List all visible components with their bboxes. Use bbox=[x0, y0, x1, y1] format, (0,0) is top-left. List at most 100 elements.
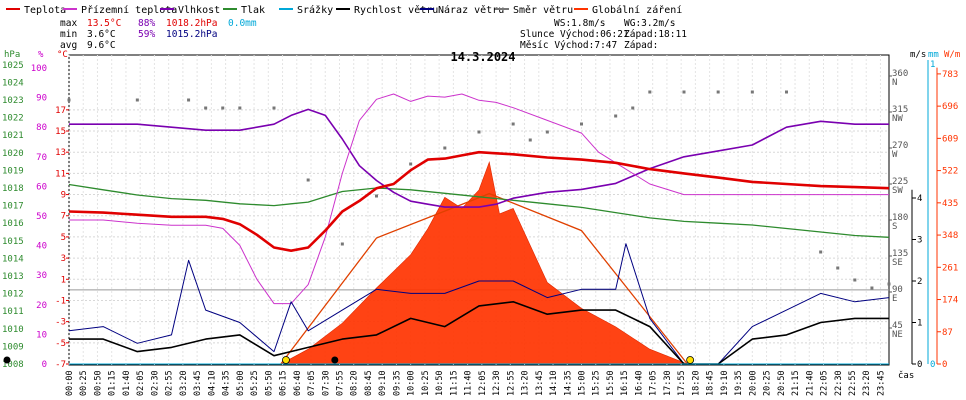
stat-max-press: 1018.2hPa bbox=[166, 18, 217, 29]
tick-label-time: 13:20 bbox=[521, 370, 531, 396]
tick-label-hpa: 1018 bbox=[2, 184, 24, 194]
tick-label-c: 9 bbox=[61, 191, 66, 201]
tick-label-time: 11:15 bbox=[449, 370, 459, 396]
sunset-marker bbox=[686, 356, 695, 364]
tick-label-wm: 0 bbox=[942, 360, 947, 370]
tick-label-wm: 87 bbox=[942, 328, 953, 338]
tick-label-dirname: NW bbox=[892, 114, 903, 124]
tick-label-time: 09:10 bbox=[378, 370, 388, 396]
tick-label-hpa: 1017 bbox=[2, 202, 24, 212]
tick-label-pct: 80 bbox=[36, 123, 47, 133]
tick-label-c: -1 bbox=[55, 296, 66, 306]
tick-label-time: 04:10 bbox=[207, 370, 217, 396]
tick-label-time: 14:35 bbox=[563, 370, 573, 396]
info-sun-set: Západ:18:11 bbox=[624, 29, 687, 40]
tick-label-dirname: E bbox=[892, 294, 897, 304]
tick-label-c: -7 bbox=[55, 360, 66, 370]
series-temperature bbox=[68, 150, 890, 252]
axis-unit-time: čas bbox=[898, 370, 914, 381]
tick-label-time: 00:25 bbox=[79, 370, 89, 396]
point-wind-direction bbox=[716, 90, 720, 94]
point-wind-direction bbox=[887, 282, 891, 286]
tick-label-deg: 315 bbox=[892, 105, 908, 115]
axis-unit-hpa: hPa bbox=[4, 50, 20, 60]
stats-block: max min avg 13.5°C 3.6°C 9.6°C 88% 59% 1… bbox=[60, 18, 257, 51]
tick-label-time: 23:20 bbox=[862, 370, 872, 396]
legend-label: Přízemní teplota bbox=[81, 4, 177, 16]
tick-label-c: 13 bbox=[55, 148, 66, 158]
tick-label-pct: 30 bbox=[36, 271, 47, 281]
axis-unit-c: °C bbox=[57, 50, 68, 60]
point-wind-direction bbox=[67, 98, 71, 102]
legend-item-5: Rychlost větru bbox=[336, 4, 438, 16]
tick-label-hpa: 1014 bbox=[2, 254, 24, 264]
tick-label-time: 22:05 bbox=[820, 370, 830, 396]
tick-label-time: 20:25 bbox=[763, 370, 773, 396]
tick-label-c: -5 bbox=[55, 339, 66, 349]
tick-label-deg: 180 bbox=[892, 213, 908, 223]
info-wg: WG:3.2m/s bbox=[624, 18, 675, 29]
axis-unit-pct: % bbox=[38, 50, 44, 60]
stat-max-rain: 0.0mm bbox=[228, 18, 257, 29]
legend-label: Směr větru bbox=[513, 4, 573, 16]
chart-marks bbox=[3, 90, 891, 365]
tick-label-time: 20:50 bbox=[777, 370, 787, 396]
tick-label-time: 10:00 bbox=[407, 370, 417, 396]
legend-label: Teplota bbox=[24, 5, 66, 16]
legend-item-0: Teplota bbox=[6, 5, 66, 16]
legend-label: Vlhkost bbox=[178, 5, 220, 16]
info-ws: WS:1.8m/s bbox=[554, 18, 605, 29]
tick-label-hpa: 1009 bbox=[2, 342, 24, 352]
tick-label-hpa: 1013 bbox=[2, 272, 24, 282]
stat-min-label: min bbox=[60, 29, 77, 40]
tick-label-time: 10:25 bbox=[421, 370, 431, 396]
tick-label-time: 03:20 bbox=[179, 370, 189, 396]
tick-label-dirname: N bbox=[892, 78, 897, 88]
tick-label-time: 19:35 bbox=[734, 370, 744, 396]
info-sun-rise: Slunce Východ:06:21 bbox=[520, 29, 629, 40]
tick-label-time: 07:05 bbox=[307, 370, 317, 396]
tick-label-time: 14:10 bbox=[549, 370, 559, 396]
tick-label-time: 02:30 bbox=[150, 370, 160, 396]
chart-legend: Teplota Přízemní teplota Vlhkost Tlak Srážky… bbox=[6, 4, 682, 16]
sunrise-marker bbox=[282, 356, 290, 364]
tick-label-wm: 435 bbox=[942, 199, 958, 209]
point-wind-direction bbox=[306, 178, 310, 182]
tick-label-pct: 40 bbox=[36, 242, 47, 252]
tick-label-time: 05:00 bbox=[236, 370, 246, 396]
tick-label-time: 20:00 bbox=[748, 370, 758, 396]
axis-unit-mm: mm bbox=[928, 50, 939, 60]
tick-label-time: 23:45 bbox=[876, 370, 886, 396]
tick-label-hpa: 1019 bbox=[2, 166, 24, 176]
legend-item-2: Vlhkost bbox=[160, 5, 220, 16]
legend-label: Náraz větru bbox=[438, 4, 504, 16]
point-wind-direction bbox=[614, 114, 618, 118]
legend-label: Tlak bbox=[241, 5, 265, 16]
tick-label-wm: 174 bbox=[942, 296, 958, 306]
point-wind-direction bbox=[648, 90, 652, 94]
stat-max-hum: 88% bbox=[138, 18, 155, 29]
legend-item-8: Globální záření bbox=[574, 4, 682, 16]
tick-label-dirname: SE bbox=[892, 258, 903, 268]
stat-min-hum: 59% bbox=[138, 29, 155, 40]
tick-label-time: 16:15 bbox=[620, 370, 630, 396]
legend-item-1: Přízemní teplota bbox=[63, 4, 177, 16]
tick-label-time: 09:35 bbox=[392, 370, 402, 396]
point-wind-direction bbox=[443, 146, 447, 150]
tick-label-ms: 4 bbox=[917, 194, 922, 204]
moon-marker-left bbox=[3, 356, 11, 364]
tick-label-hpa: 1020 bbox=[2, 149, 24, 159]
tick-label-time: 18:20 bbox=[691, 370, 701, 396]
tick-label-time: 04:35 bbox=[222, 370, 232, 396]
tick-label-time: 21:40 bbox=[805, 370, 815, 396]
point-wind-direction bbox=[272, 106, 276, 110]
tick-label-time: 05:25 bbox=[250, 370, 260, 396]
point-wind-direction bbox=[580, 122, 583, 126]
moonrise-marker bbox=[331, 356, 339, 364]
tick-label-hpa: 1021 bbox=[2, 131, 24, 141]
legend-label: Rychlost větru bbox=[354, 4, 438, 16]
tick-label-time: 18:45 bbox=[706, 370, 716, 396]
chart-title: 14.3.2024 bbox=[450, 50, 515, 64]
series-ground-temp bbox=[69, 93, 889, 305]
